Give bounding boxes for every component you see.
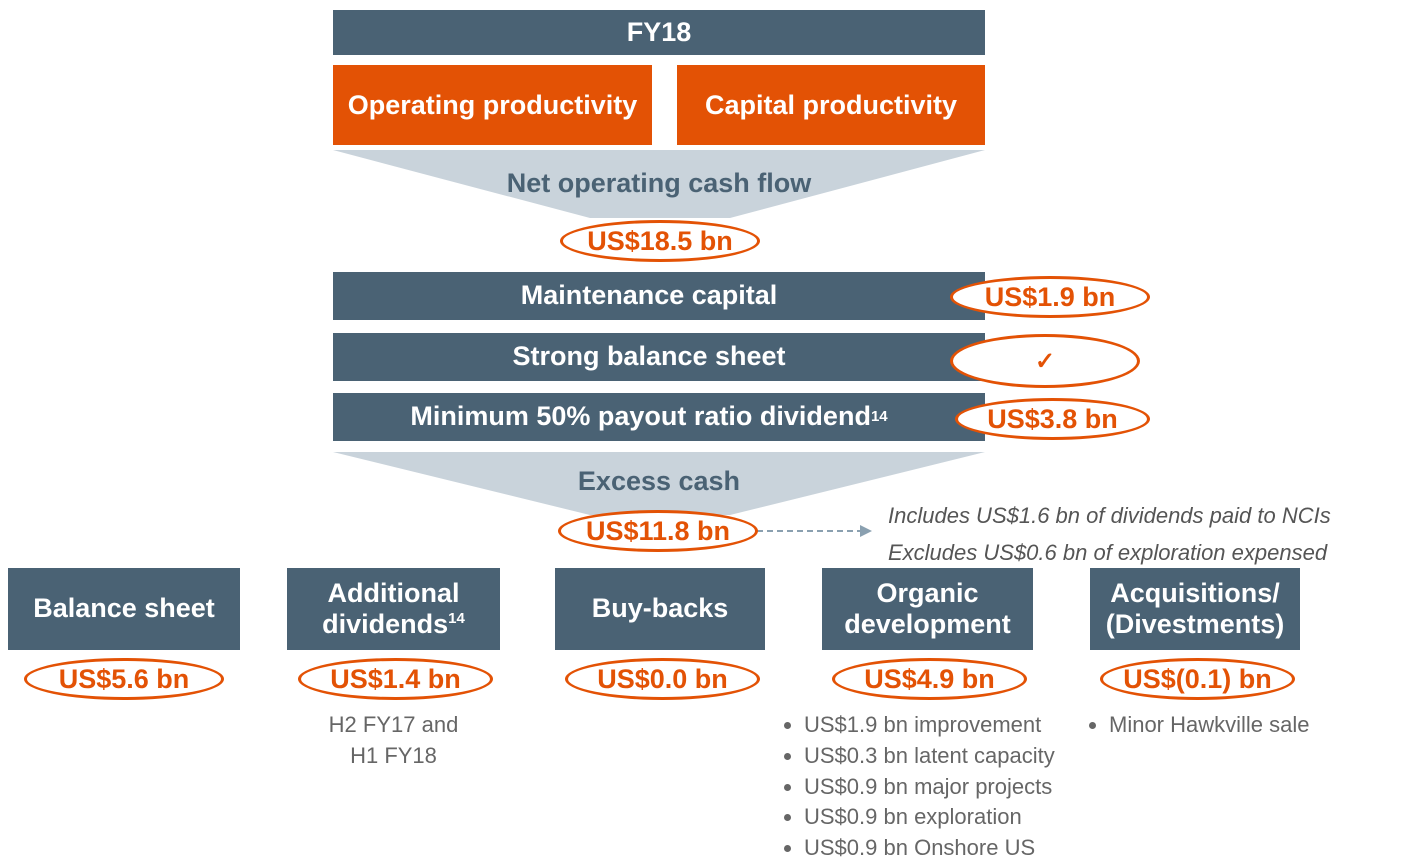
value-oval: US$5.6 bn xyxy=(24,658,224,700)
value-oval: US$3.8 bn xyxy=(955,398,1150,440)
value-oval: US$(0.1) bn xyxy=(1100,658,1295,700)
bullet: US$0.9 bn exploration xyxy=(804,802,1102,833)
header: FY18 xyxy=(333,10,985,55)
label: Additional dividends14 xyxy=(287,578,500,640)
funnel xyxy=(333,150,985,218)
deduction: Maintenance capital xyxy=(333,272,985,320)
allocation: Acquisitions/ (Divestments) xyxy=(1090,568,1300,650)
label-text: Additional dividends xyxy=(322,577,460,639)
driver: Capital productivity xyxy=(677,65,985,145)
excess-notes: Includes US$1.6 bn of dividends paid to … xyxy=(888,497,1422,572)
bullet: Minor Hawkville sale xyxy=(1109,710,1417,741)
driver: Operating productivity xyxy=(333,65,652,145)
note: H1 FY18 xyxy=(350,742,437,768)
funnel xyxy=(333,452,985,515)
allocation-note: H2 FY17 and H1 FY18 xyxy=(287,710,500,772)
superscript: 14 xyxy=(870,408,888,426)
value-oval: US$1.4 bn xyxy=(298,658,493,700)
value-oval: ✓ xyxy=(950,334,1140,388)
funnel-label: Excess cash xyxy=(577,466,741,496)
allocation: Additional dividends14 xyxy=(287,568,500,650)
arrowhead xyxy=(860,525,872,537)
bullet: US$0.9 bn major projects xyxy=(804,772,1102,803)
allocation: Organic development xyxy=(822,568,1033,650)
value-oval: US$11.8 bn xyxy=(558,510,758,552)
funnel-label: Net operating cash flow xyxy=(506,168,812,198)
value-oval: US$1.9 bn xyxy=(950,276,1150,318)
bullet-list: US$1.9 bn improvementUS$0.3 bn latent ca… xyxy=(782,710,1102,864)
bullet-list: Minor Hawkville sale xyxy=(1087,710,1417,741)
value-oval: US$18.5 bn xyxy=(560,220,760,262)
note: H2 FY17 and xyxy=(328,712,459,737)
allocation: Balance sheet xyxy=(8,568,240,650)
bullet: US$0.3 bn latent capacity xyxy=(804,741,1102,772)
deduction: Minimum 50% payout ratio dividend 14 xyxy=(333,393,985,441)
value-oval: US$0.0 bn xyxy=(565,658,760,700)
allocation: Buy-backs xyxy=(555,568,765,650)
note: Excludes US$0.6 bn of exploration expens… xyxy=(888,540,1328,566)
superscript: 14 xyxy=(448,610,465,627)
note: Includes US$1.6 bn of dividends paid to … xyxy=(888,503,1331,528)
deduction: Strong balance sheet xyxy=(333,333,985,381)
bullet: US$0.9 bn Onshore US xyxy=(804,833,1102,864)
label: Minimum 50% payout ratio dividend xyxy=(410,401,871,432)
bullet: US$1.9 bn improvement xyxy=(804,710,1102,741)
value-oval: US$4.9 bn xyxy=(832,658,1027,700)
